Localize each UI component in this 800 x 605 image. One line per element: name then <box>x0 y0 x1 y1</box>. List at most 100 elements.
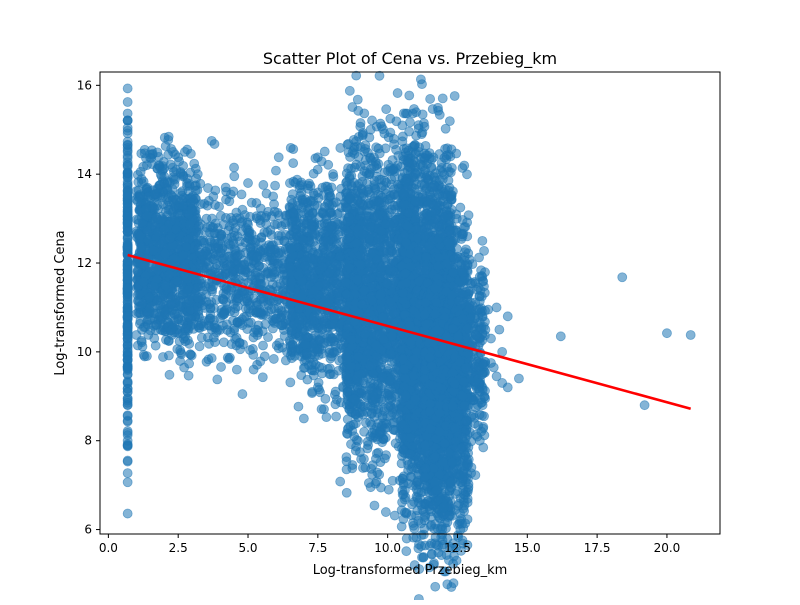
scatter-point <box>270 180 280 191</box>
scatter-point <box>383 402 394 413</box>
scatter-point <box>138 350 149 360</box>
scatter-point <box>342 203 353 214</box>
scatter-point <box>167 195 178 206</box>
scatter-point <box>122 83 133 94</box>
scatter-point <box>380 507 391 517</box>
scatter-point <box>122 145 133 156</box>
scatter-point <box>122 202 133 213</box>
scatter-point <box>185 148 196 159</box>
scatter-point <box>258 180 269 190</box>
scatter-point <box>313 193 324 203</box>
scatter-point <box>176 194 187 205</box>
scatter-point <box>353 152 364 162</box>
scatter-point <box>122 361 133 372</box>
scatter-point <box>309 311 320 322</box>
scatter-point <box>160 141 171 152</box>
scatter-point <box>293 200 304 211</box>
scatter-point <box>332 209 343 219</box>
scatter-point <box>331 411 342 422</box>
scatter-point <box>375 290 386 301</box>
scatter-point <box>222 352 233 363</box>
scatter-point <box>200 227 211 237</box>
scatter-point <box>243 233 254 244</box>
scatter-point <box>372 210 383 220</box>
scatter-point <box>355 259 366 270</box>
scatter-point <box>319 404 329 415</box>
scatter-point <box>369 500 380 511</box>
scatter-point <box>150 340 161 351</box>
scatter-point <box>265 244 276 255</box>
scatter-point <box>212 223 223 233</box>
scatter-point <box>307 323 318 333</box>
scatter-point <box>169 174 179 184</box>
scatter-point <box>160 280 171 291</box>
scatter-point <box>375 118 386 129</box>
scatter-point <box>225 306 236 317</box>
scatter-point <box>370 183 381 194</box>
scatter-point <box>376 364 386 375</box>
scatter-point <box>268 354 279 364</box>
scatter-point <box>222 325 233 335</box>
scatter-point <box>122 427 133 438</box>
scatter-point <box>365 382 376 392</box>
scatter-point <box>152 295 163 306</box>
scatter-point <box>245 211 255 222</box>
scatter-point <box>352 274 363 285</box>
scatter-point <box>122 397 133 408</box>
scatter-point <box>294 303 305 314</box>
scatter-point <box>138 277 149 287</box>
scatter-point <box>344 262 354 273</box>
scatter-point <box>309 285 320 296</box>
scatter-point <box>132 196 143 207</box>
scatter-point <box>285 262 296 272</box>
scatter-point <box>158 235 169 246</box>
scatter-point <box>122 339 133 350</box>
scatter-point <box>180 324 191 334</box>
scatter-point <box>358 409 369 420</box>
scatter-point <box>184 358 195 369</box>
scatter-point <box>374 329 385 340</box>
scatter-point <box>320 393 331 404</box>
scatter-point <box>131 330 142 340</box>
scatter-point <box>135 230 146 241</box>
scatter-point <box>320 293 331 304</box>
scatter-point <box>251 252 262 262</box>
scatter-point <box>171 165 182 175</box>
scatter-point <box>260 319 271 330</box>
scatter-point <box>366 248 376 259</box>
scatter-point <box>199 303 210 313</box>
scatter-point <box>166 292 177 302</box>
scatter-point <box>270 313 281 324</box>
scatter-point <box>374 197 385 208</box>
scatter-point <box>305 253 316 263</box>
scatter-point <box>122 268 133 279</box>
scatter-point <box>189 158 200 169</box>
scatter-point <box>201 262 212 273</box>
scatter-point <box>133 340 143 351</box>
scatter-point <box>392 88 403 98</box>
scatter-point <box>319 202 330 212</box>
scatter-point <box>122 97 133 107</box>
scatter-point <box>122 415 133 426</box>
scatter-point <box>314 334 325 345</box>
scatter-point <box>184 219 195 230</box>
scatter-point <box>194 341 205 352</box>
scatter-point <box>209 315 219 326</box>
scatter-point <box>341 487 352 498</box>
scatter-point <box>163 350 174 361</box>
scatter-point <box>341 168 352 179</box>
scatter-point <box>389 189 400 200</box>
scatter-point <box>194 247 205 258</box>
scatter-point <box>134 289 144 300</box>
scatter-point <box>199 237 209 248</box>
scatter-point <box>241 293 252 304</box>
scatter-point <box>211 259 222 270</box>
scatter-point <box>206 353 217 364</box>
scatter-point <box>122 283 133 294</box>
scatter-point <box>387 330 397 341</box>
scatter-point <box>174 208 185 219</box>
scatter-point <box>143 319 153 330</box>
scatter-point <box>342 216 353 227</box>
scatter-point <box>271 281 282 292</box>
